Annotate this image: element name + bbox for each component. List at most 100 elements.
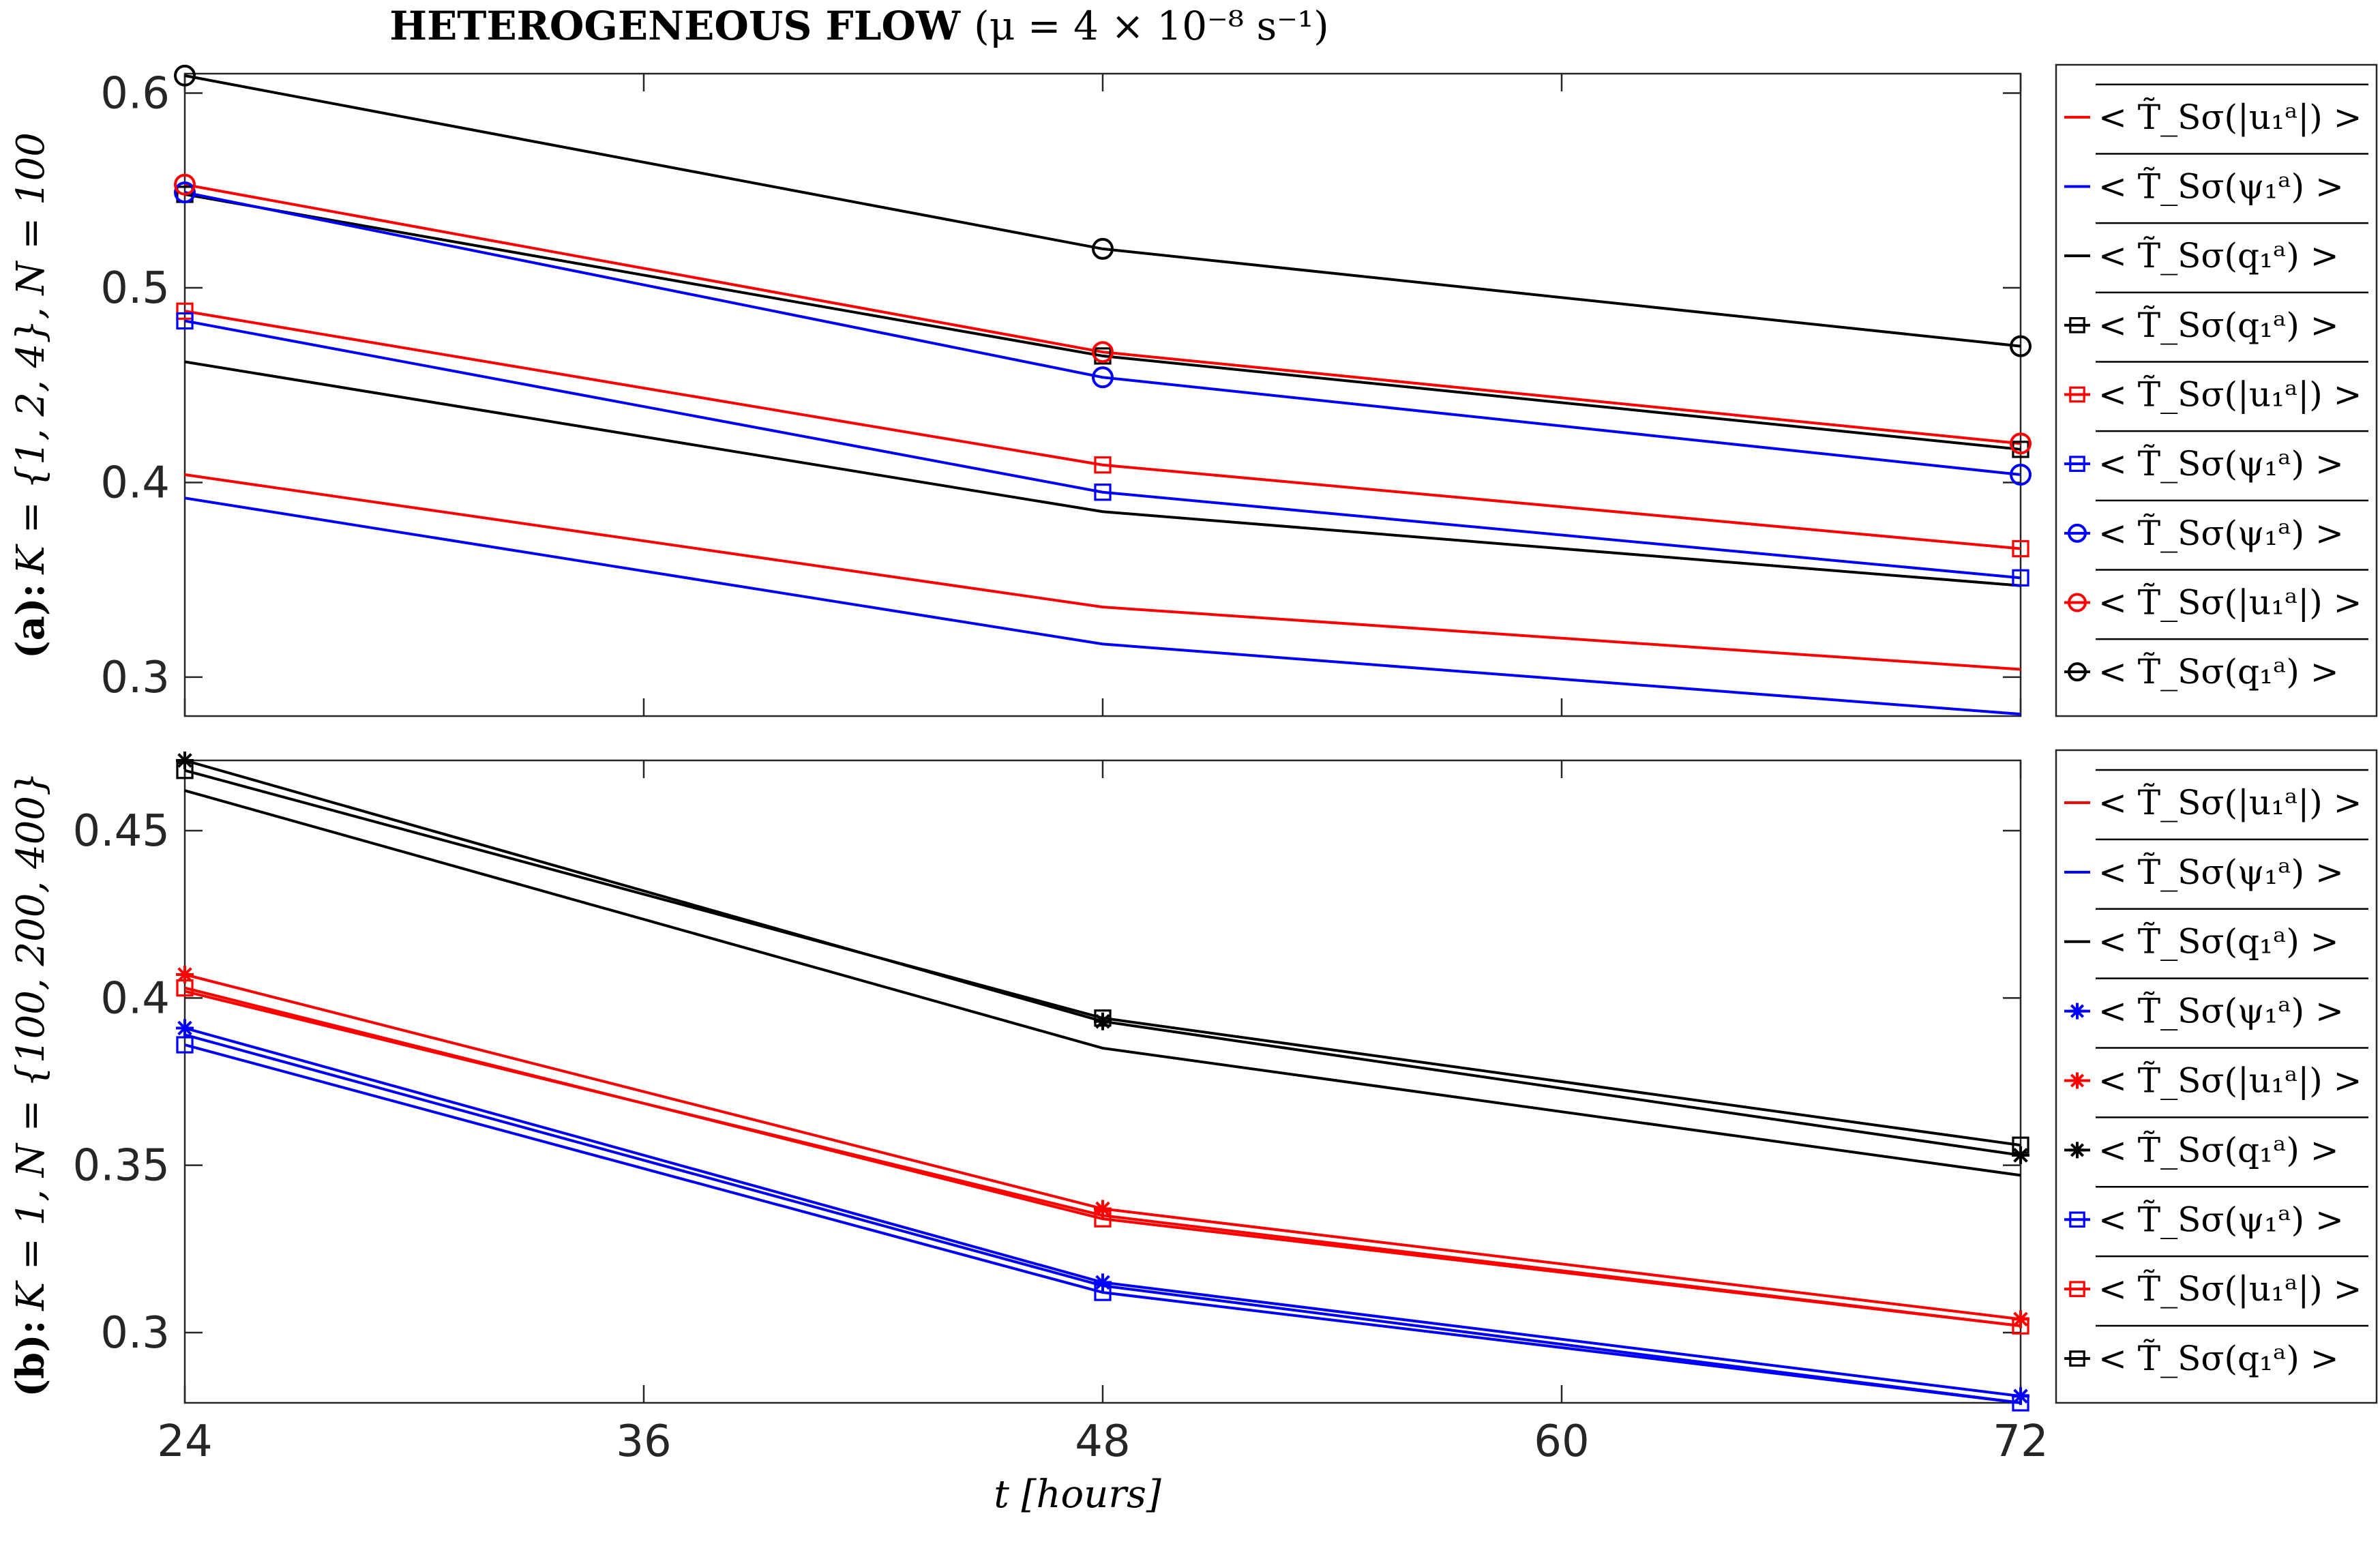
data-point-square <box>1094 484 1112 501</box>
data-point-circle <box>174 173 196 196</box>
legend-label: < T̃_Sσ(|u₁ᵃ|) > <box>2098 1268 2362 1309</box>
data-point-square <box>176 762 194 780</box>
legend-marker <box>2069 1003 2085 1020</box>
legend-label: < T̃_Sσ(q₁ᵃ) > <box>2098 305 2339 345</box>
axes-b <box>183 759 2022 1404</box>
legend-marker <box>2069 1281 2085 1297</box>
data-point-square <box>1094 1009 1112 1027</box>
legend-item: < T̃_Sσ(ψ₁ᵃ) > <box>2064 977 2368 1031</box>
legend-label: < T̃_Sσ(q₁ᵃ) > <box>2098 1338 2339 1378</box>
legend-marker <box>2069 1211 2085 1228</box>
legend-item: < T̃_Sσ(ψ₁ᵃ) > <box>2064 430 2368 484</box>
y-tick-label: 0.3 <box>100 1308 170 1359</box>
legend-label: < T̃_Sσ(q₁ᵃ) > <box>2098 921 2339 962</box>
x-tick-label: 48 <box>1075 1416 1130 1467</box>
x-axis-label: t [hours] <box>994 1472 1161 1517</box>
data-point-star <box>1094 1012 1112 1030</box>
legend-item: < T̃_Sσ(q₁ᵃ) > <box>2064 908 2368 962</box>
legend-items-a: < T̃_Sσ(|u₁ᵃ|) > < T̃_Sσ(ψ₁ᵃ) > < T̃_Sσ(q₁… <box>2064 83 2368 692</box>
legend-item: < T̃_Sσ(|u₁ᵃ|) > <box>2064 361 2368 415</box>
series-markers-b <box>176 752 2029 1412</box>
ylabel-a: (a):K = {1, 2, 4}, N = 100 <box>8 132 53 659</box>
data-point-circle <box>1092 237 1114 260</box>
title-bold: HETEROGENEOUS FLOW <box>389 3 961 49</box>
y-tick-label: 0.6 <box>100 69 170 119</box>
series-line-red-square <box>184 310 2021 550</box>
legend-marker <box>2069 317 2085 333</box>
series-line-blue-square <box>184 319 2021 580</box>
legend-item: < T̃_Sσ(ψ₁ᵃ) > <box>2064 499 2368 553</box>
data-point-square <box>2012 539 2029 558</box>
data-point-circle <box>174 64 196 87</box>
legend-marker <box>2069 1072 2085 1089</box>
legend-item: < T̃_Sσ(q₁ᵃ) > <box>2064 222 2368 276</box>
panel-b: (b):K = 1, N = {100, 200, 400} 0.30.350.… <box>8 749 2378 1412</box>
legend-marker <box>2069 386 2085 403</box>
figure-title: HETEROGENEOUS FLOW (μ = 4 × 10⁻⁸ s⁻¹) <box>389 3 1328 49</box>
series-line-black-square <box>184 193 2021 451</box>
legend-item: < T̃_Sσ(q₁ᵃ) > <box>2064 638 2368 692</box>
axes-a <box>183 72 2022 717</box>
legend-label: < T̃_Sσ(ψ₁ᵃ) > <box>2098 443 2344 484</box>
legend-label: < T̃_Sσ(|u₁ᵃ|) > <box>2098 782 2362 822</box>
data-point-square <box>1094 456 1112 474</box>
series-line-red-none <box>184 473 2021 671</box>
legend-label: < T̃_Sσ(|u₁ᵃ|) > <box>2098 374 2362 414</box>
x-tick-labels: 24 36 48 60 72 <box>157 1416 2048 1467</box>
legend-item: < T̃_Sσ(q₁ᵃ) > <box>2064 291 2368 345</box>
legend-item: < T̃_Sσ(|u₁ᵃ|) > <box>2064 1255 2368 1309</box>
legend-item: < T̃_Sσ(|u₁ᵃ|) > <box>2064 83 2368 137</box>
series-line-black-circle <box>184 74 2021 348</box>
legend-item: < T̃_Sσ(|u₁ᵃ|) > <box>2064 569 2368 623</box>
legend-label: < T̃_Sσ(q₁ᵃ) > <box>2098 1129 2339 1170</box>
data-point-square <box>176 302 194 320</box>
legend-item: < T̃_Sσ(|u₁ᵃ|) > <box>2064 1047 2368 1101</box>
legend-label: < T̃_Sσ(q₁ᵃ) > <box>2098 235 2339 276</box>
y-tick-label: 0.4 <box>100 458 170 508</box>
legend-label: < T̃_Sσ(q₁ᵃ) > <box>2098 651 2339 692</box>
data-point-square <box>1094 1210 1112 1228</box>
legend-marker <box>2068 662 2087 682</box>
series-line-red-square <box>184 986 2021 1328</box>
legend-label: < T̃_Sσ(|u₁ᵃ|) > <box>2098 97 2362 137</box>
legend-marker <box>2068 593 2087 612</box>
legend-label: < T̃_Sσ(ψ₁ᵃ) > <box>2098 991 2344 1031</box>
legend-label: < T̃_Sσ(ψ₁ᵃ) > <box>2098 852 2344 892</box>
x-tick-label: 72 <box>1993 1416 2048 1467</box>
y-tick-label: 0.5 <box>100 263 170 314</box>
series-line-black-none <box>184 789 2021 1177</box>
x-tick-label: 60 <box>1534 1416 1589 1467</box>
data-point-square <box>176 979 194 997</box>
data-point-square <box>176 1036 194 1054</box>
data-point-square <box>2012 1317 2029 1335</box>
legend-item: < T̃_Sσ(ψ₁ᵃ) > <box>2064 153 2368 207</box>
title-params: (μ = 4 × 10⁻⁸ s⁻¹) <box>974 3 1329 49</box>
ticks-a: 0.3 0.4 0.5 0.6 <box>100 69 2022 716</box>
data-point-square <box>2012 569 2029 587</box>
data-point-circle <box>174 181 196 204</box>
legend-b <box>2055 749 2378 1404</box>
data-point-square <box>1094 1283 1112 1301</box>
y-tick-label: 0.45 <box>73 806 170 857</box>
legend-item: < T̃_Sσ(|u₁ᵃ|) > <box>2064 769 2368 822</box>
legend-marker <box>2069 1142 2085 1159</box>
legend-items-b: < T̃_Sσ(|u₁ᵃ|) > < T̃_Sσ(ψ₁ᵃ) > < T̃_Sσ(q₁… <box>2064 769 2368 1378</box>
legend-label: < T̃_Sσ(|u₁ᵃ|) > <box>2098 1060 2362 1100</box>
legend-label: < T̃_Sσ(ψ₁ᵃ) > <box>2098 166 2344 206</box>
x-tick-label: 24 <box>157 1416 212 1467</box>
legend-marker <box>2069 1350 2085 1367</box>
series-markers-a <box>174 64 2032 587</box>
legend-marker <box>2069 456 2085 472</box>
series-line-blue-circle <box>184 191 2021 477</box>
legend-item: < T̃_Sσ(ψ₁ᵃ) > <box>2064 838 2368 892</box>
data-point-star <box>1094 1200 1112 1218</box>
data-point-circle <box>1092 341 1114 363</box>
data-point-star <box>2012 1146 2029 1164</box>
legend-label: < T̃_Sσ(ψ₁ᵃ) > <box>2098 513 2344 553</box>
legend-marker <box>2068 523 2087 543</box>
legend-item: < T̃_Sσ(q₁ᵃ) > <box>2064 1116 2368 1170</box>
data-point-square <box>2012 1394 2029 1412</box>
data-point-star <box>1094 1273 1112 1292</box>
panel-a: (a):K = {1, 2, 4}, N = 100 0.30.40.50.6 … <box>8 63 2378 717</box>
